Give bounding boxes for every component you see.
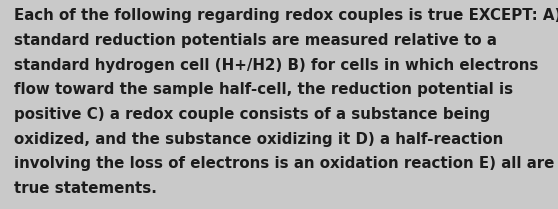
Text: positive C) a redox couple consists of a substance being: positive C) a redox couple consists of a… [14, 107, 490, 122]
Text: involving the loss of electrons is an oxidation reaction E) all are: involving the loss of electrons is an ox… [14, 156, 554, 171]
Text: flow toward the sample half-cell, the reduction potential is: flow toward the sample half-cell, the re… [14, 82, 513, 97]
Text: standard reduction potentials are measured relative to a: standard reduction potentials are measur… [14, 33, 497, 48]
Text: standard hydrogen cell (H+/H2) B) for cells in which electrons: standard hydrogen cell (H+/H2) B) for ce… [14, 58, 538, 73]
Text: true statements.: true statements. [14, 181, 157, 196]
Text: Each of the following regarding redox couples is true EXCEPT: A): Each of the following regarding redox co… [14, 8, 558, 23]
Text: oxidized, and the substance oxidizing it D) a half-reaction: oxidized, and the substance oxidizing it… [14, 132, 503, 147]
